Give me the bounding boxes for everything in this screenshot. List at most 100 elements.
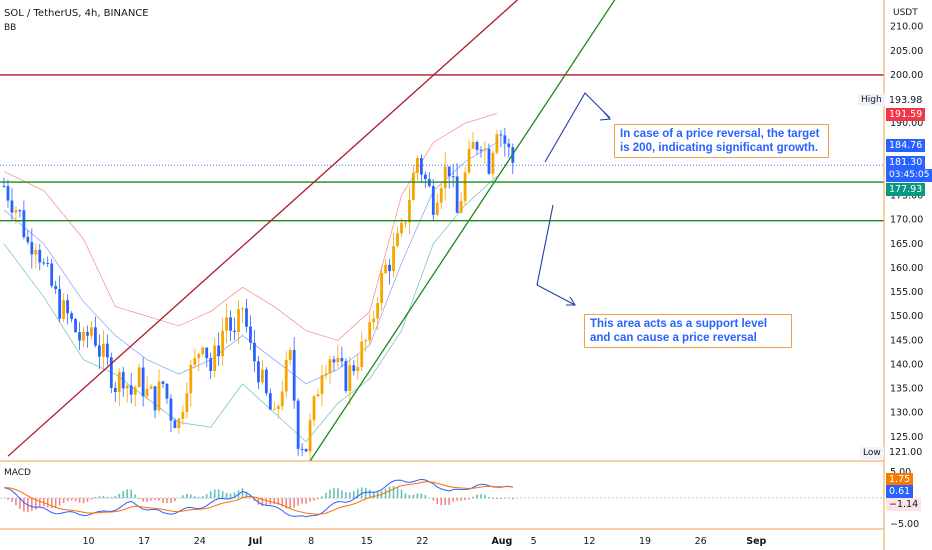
macd-histogram-bar (158, 498, 160, 501)
bearish-arrow[interactable] (536, 204, 576, 306)
macd-histogram-bar (364, 487, 367, 499)
candle-body (50, 263, 54, 286)
macd-histogram-bar (372, 491, 375, 499)
macd-histogram-bar (186, 493, 188, 499)
candle-body (221, 330, 225, 357)
support-annotation[interactable]: This area acts as a support level and ca… (584, 314, 792, 348)
macd-histogram-bar (444, 498, 447, 506)
macd-histogram-bar (321, 496, 323, 499)
candle-body (205, 347, 209, 359)
macd-histogram-bar (464, 498, 466, 501)
price-tick-label: 170.00 (890, 215, 923, 226)
time-axis[interactable]: 10 17 24 Jul 8 15 22 Aug 5 12 19 26 Sep (82, 536, 766, 547)
candle-body (404, 222, 407, 224)
bb-indicator-label[interactable]: BB (4, 23, 17, 33)
candle-body (463, 172, 467, 202)
candle-body (475, 142, 479, 150)
macd-histogram-bar (416, 493, 419, 499)
forecast-arrows[interactable] (536, 92, 612, 306)
candle-body (352, 365, 356, 371)
target-annotation[interactable]: In case of a price reversal, the target … (614, 124, 829, 158)
candle-body (34, 249, 38, 255)
macd-histogram-bar (225, 492, 228, 499)
candle-body (42, 262, 46, 264)
candle-body (197, 354, 201, 359)
candle-body (328, 359, 332, 374)
time-tick-label: 26 (695, 536, 707, 547)
macd-histogram-bar (432, 498, 435, 501)
candle-body (233, 330, 236, 333)
macd-indicator-label[interactable]: MACD (4, 468, 31, 478)
bullish-arrow[interactable] (544, 92, 611, 163)
candle-body (380, 272, 384, 303)
horizontal-levels[interactable] (0, 74, 884, 222)
candle-body (447, 166, 451, 177)
price-tick-label: 165.00 (890, 239, 923, 250)
candle-body (419, 158, 423, 175)
macd-histogram-bar (138, 498, 140, 500)
macd-histogram-bar (15, 498, 17, 506)
candle-body (276, 406, 280, 410)
candle-body (384, 264, 387, 273)
resistance-trendline[interactable] (7, 0, 568, 457)
macd-histogram-bar (305, 498, 307, 504)
macd-histogram-bar (150, 498, 152, 501)
candle-body (62, 300, 66, 319)
candle-body (487, 148, 491, 174)
currency-label[interactable]: USDT (893, 8, 918, 18)
candle-body (316, 394, 320, 397)
candle-body (308, 420, 312, 452)
macd-histogram-bar (424, 495, 427, 499)
candle-body (74, 319, 77, 333)
macd-histogram-bar (70, 498, 73, 501)
candle-body (109, 357, 113, 388)
macd-histogram-bar (281, 498, 284, 507)
price-tick-label: 140.00 (890, 359, 923, 370)
macd-histogram-bar (472, 496, 474, 499)
macd-histogram-bar (293, 498, 295, 508)
candle-body (344, 361, 348, 391)
candle-body (94, 327, 97, 346)
candle-body (38, 249, 42, 263)
candle-body (296, 400, 300, 449)
candle-body (141, 367, 145, 397)
macd-badge: −1.14 (886, 498, 922, 511)
macd-histogram-bar (277, 498, 280, 505)
macd-histogram-bar (456, 498, 458, 501)
macd-histogram-bar (114, 496, 117, 499)
support-trendline[interactable] (309, 0, 616, 462)
macd-histogram-bar (194, 496, 196, 499)
candle-body (26, 237, 30, 243)
bearish-arrowhead (566, 296, 576, 306)
macd-histogram-bar (349, 492, 351, 499)
macd-badge: 1.75 (886, 473, 914, 486)
symbol-title[interactable]: SOL / TetherUS, 4h, BINANCE (4, 8, 149, 19)
macd-histogram-bar (452, 498, 454, 502)
candle-body (340, 358, 344, 362)
candle-body (368, 322, 372, 341)
time-tick-label: 24 (194, 536, 206, 547)
trendlines[interactable] (7, 0, 616, 462)
price-badge: 121.00 (886, 446, 926, 459)
time-tick-label: Aug (491, 536, 512, 547)
candle-body (253, 342, 256, 362)
price-badge: 193.98 (886, 94, 926, 107)
bb-upper-band (3, 113, 498, 341)
macd-histogram-bar (492, 498, 494, 500)
macd-histogram-bar (408, 494, 411, 499)
macd-pane (0, 478, 884, 518)
candle-body (264, 369, 268, 394)
candle-body (181, 411, 185, 419)
candle-body (412, 172, 415, 201)
candle-body (483, 148, 487, 151)
candle-body (157, 381, 161, 411)
candle-body (348, 365, 352, 391)
macd-histogram-bar (420, 493, 423, 499)
macd-histogram-bar (90, 498, 93, 500)
macd-histogram-bar (289, 498, 291, 510)
candle-body (82, 331, 85, 341)
price-tick-label: 190.00 (890, 118, 923, 129)
candle-body (324, 373, 328, 376)
